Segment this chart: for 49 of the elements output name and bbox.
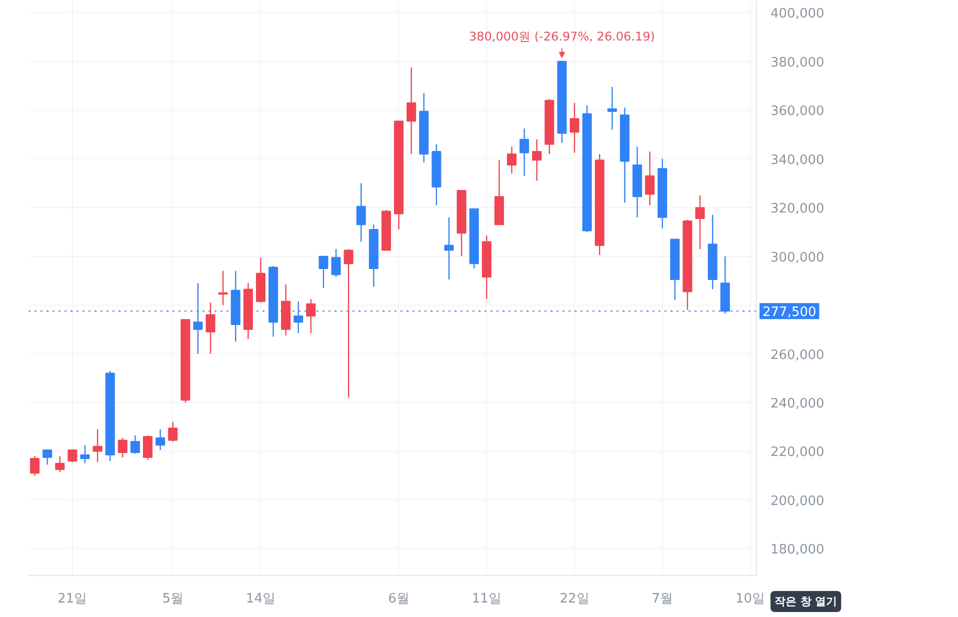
x-tick-label: 5월 bbox=[162, 592, 184, 606]
annotation: 380,000원 (-26.97%, 26.06.19) bbox=[468, 29, 655, 44]
y-tick-label: 360,000 bbox=[770, 104, 824, 120]
x-tick-label: 11일 bbox=[472, 592, 502, 606]
y-tick-label: 320,000 bbox=[770, 202, 824, 217]
candlestick bbox=[118, 437, 128, 458]
x-tick-label: 10일 bbox=[735, 592, 765, 606]
ref-line-label: 277,500 bbox=[762, 305, 816, 320]
candlestick bbox=[68, 449, 78, 463]
candlestick bbox=[55, 456, 65, 473]
y-tick-label: 200,000 bbox=[770, 494, 824, 509]
text: 작은 창 열기 bbox=[774, 595, 838, 608]
candlestick bbox=[506, 146, 517, 174]
candlestick bbox=[532, 138, 542, 182]
y-tick-label: 380,000 bbox=[770, 55, 824, 70]
candlestick bbox=[218, 270, 228, 306]
candlestick bbox=[344, 248, 354, 398]
candlestick bbox=[695, 194, 705, 250]
candlestick bbox=[92, 428, 102, 463]
candlestick bbox=[206, 302, 216, 354]
candlestick bbox=[406, 66, 416, 155]
candlestick bbox=[156, 428, 166, 451]
y-tick-label: 340,000 bbox=[770, 152, 824, 168]
x-tick-label: 7월 bbox=[652, 592, 674, 606]
candlestick bbox=[80, 444, 90, 464]
candlestick bbox=[142, 434, 153, 460]
candlestick bbox=[42, 449, 52, 466]
x-tick-label: 14일 bbox=[246, 592, 276, 606]
candlestick bbox=[318, 256, 328, 289]
candlestick bbox=[356, 182, 366, 242]
candlestick bbox=[306, 298, 316, 334]
candlestick bbox=[607, 86, 617, 130]
candlestick bbox=[130, 434, 140, 454]
y-tick-label: 300,000 bbox=[770, 250, 824, 266]
y-tick-label: 180,000 bbox=[770, 542, 824, 558]
y-tick-label: 220,000 bbox=[770, 445, 824, 460]
candlestick bbox=[168, 421, 178, 442]
candlestick bbox=[30, 456, 40, 476]
x-tick-label: 21일 bbox=[58, 592, 88, 606]
x-tick-label: 6월 bbox=[388, 592, 410, 606]
y-tick-label: 240,000 bbox=[770, 396, 824, 412]
candlestick bbox=[645, 150, 655, 206]
y-tick-label: 260,000 bbox=[770, 348, 824, 363]
candlestick bbox=[520, 128, 530, 177]
x-tick-label: 22일 bbox=[560, 592, 590, 606]
y-tick-label: 400,000 bbox=[770, 6, 824, 22]
candlestick bbox=[570, 102, 580, 154]
candlestick bbox=[444, 216, 454, 280]
candlestick bbox=[331, 248, 341, 278]
